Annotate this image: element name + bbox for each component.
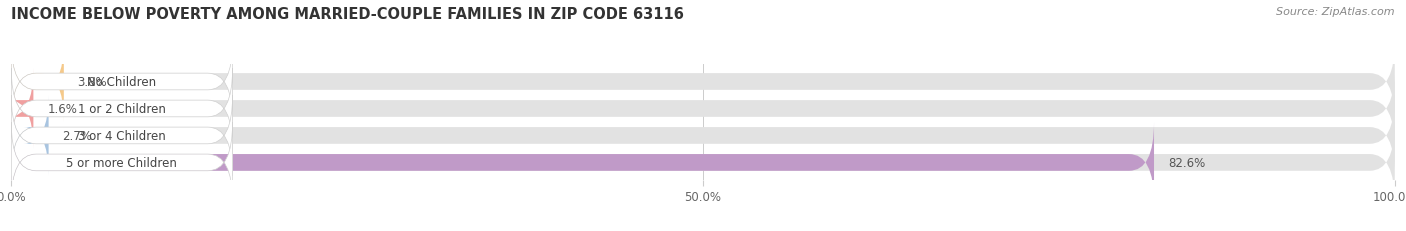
Text: 1.6%: 1.6% [48, 103, 77, 116]
FancyBboxPatch shape [11, 96, 232, 176]
FancyBboxPatch shape [11, 69, 1395, 149]
FancyBboxPatch shape [11, 96, 1395, 176]
Text: 3 or 4 Children: 3 or 4 Children [79, 129, 166, 142]
Text: 1 or 2 Children: 1 or 2 Children [77, 103, 166, 116]
Text: No Children: No Children [87, 76, 156, 89]
Text: 5 or more Children: 5 or more Children [66, 156, 177, 169]
Text: 2.7%: 2.7% [62, 129, 93, 142]
Text: INCOME BELOW POVERTY AMONG MARRIED-COUPLE FAMILIES IN ZIP CODE 63116: INCOME BELOW POVERTY AMONG MARRIED-COUPL… [11, 7, 685, 22]
FancyBboxPatch shape [11, 42, 1395, 122]
FancyBboxPatch shape [11, 42, 232, 122]
FancyBboxPatch shape [8, 69, 37, 149]
FancyBboxPatch shape [11, 123, 232, 203]
FancyBboxPatch shape [11, 69, 232, 149]
Text: 82.6%: 82.6% [1168, 156, 1205, 169]
Text: Source: ZipAtlas.com: Source: ZipAtlas.com [1277, 7, 1395, 17]
FancyBboxPatch shape [11, 123, 1154, 203]
FancyBboxPatch shape [11, 42, 63, 122]
Text: 3.8%: 3.8% [77, 76, 107, 89]
FancyBboxPatch shape [11, 123, 1395, 203]
FancyBboxPatch shape [11, 96, 49, 176]
